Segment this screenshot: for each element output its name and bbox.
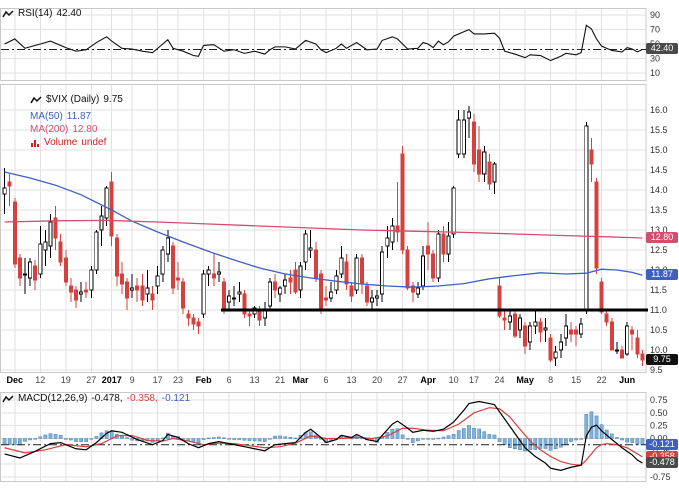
symbol-label: $VIX (Daily)	[46, 94, 100, 105]
close-badge: 9.75	[646, 354, 678, 365]
moving-averages	[4, 171, 643, 288]
svg-text:0.00: 0.00	[650, 434, 668, 444]
svg-text:20: 20	[372, 375, 382, 385]
svg-text:16.0: 16.0	[650, 105, 668, 115]
svg-text:-0.75: -0.75	[650, 472, 671, 482]
svg-text:Mar: Mar	[293, 375, 310, 385]
svg-text:10: 10	[449, 375, 459, 385]
ma200-value: 12.80	[72, 124, 98, 135]
macd-hist-value: -0.121	[161, 393, 191, 404]
y-axis-ticks: 907050301016.015.515.014.514.013.513.012…	[650, 10, 671, 482]
ma50-value: 11.87	[66, 111, 92, 122]
x-axis-labels: Dec 12 19 27 2017 9 17 23 Feb 6 13 21 Mar 6 13 20 27 Apr 1…	[7, 375, 636, 385]
volume-bars-icon	[30, 138, 40, 148]
svg-text:0.50: 0.50	[650, 408, 668, 418]
macd-hist-badge: -0.121	[646, 438, 678, 450]
volume-value: undef	[81, 137, 107, 148]
svg-text:22: 22	[597, 375, 607, 385]
ma200-badge: 12.80	[646, 232, 678, 243]
svg-text:27: 27	[398, 375, 408, 385]
svg-text:8: 8	[548, 375, 553, 385]
svg-text:15: 15	[571, 375, 581, 385]
svg-text:24: 24	[495, 375, 505, 385]
rsi-value-badge: 42.40	[646, 43, 678, 55]
line-chart-icon	[2, 394, 14, 404]
ma200-legend: MA(200) 12.80	[30, 124, 97, 136]
svg-text:9: 9	[130, 375, 135, 385]
line-chart-icon	[2, 9, 14, 19]
svg-text:2017: 2017	[102, 375, 122, 385]
svg-text:11.0: 11.0	[650, 305, 667, 315]
svg-text:10.5: 10.5	[650, 325, 668, 335]
svg-text:19: 19	[61, 375, 71, 385]
svg-text:Dec: Dec	[7, 375, 24, 385]
macd-legend-label: MACD(12,26,9)	[18, 393, 88, 404]
macd-line-badge: -0.478	[646, 457, 678, 469]
svg-text:6: 6	[324, 375, 329, 385]
macd-plot	[1, 400, 646, 471]
candlesticks	[2, 106, 645, 366]
svg-text:90: 90	[650, 10, 660, 20]
svg-text:15.5: 15.5	[650, 125, 668, 135]
svg-text:17: 17	[469, 375, 479, 385]
rsi-plot	[1, 24, 646, 62]
svg-text:10: 10	[650, 68, 660, 78]
svg-text:17: 17	[153, 375, 163, 385]
svg-text:May: May	[516, 375, 534, 385]
svg-text:15.0: 15.0	[650, 145, 668, 155]
svg-text:13.5: 13.5	[650, 205, 668, 215]
ma50-badge: 11.87	[646, 269, 678, 281]
svg-text:13: 13	[250, 375, 260, 385]
svg-text:Apr: Apr	[420, 375, 436, 385]
svg-text:11.5: 11.5	[650, 285, 667, 295]
svg-text:Feb: Feb	[196, 375, 213, 385]
svg-text:10.0: 10.0	[650, 345, 668, 355]
svg-text:13.0: 13.0	[650, 225, 668, 235]
svg-text:14.0: 14.0	[650, 185, 668, 195]
symbol-legend: $VIX (Daily) 9.75	[30, 94, 123, 106]
ma50-label: MA(50)	[30, 111, 63, 122]
svg-text:6: 6	[227, 375, 232, 385]
svg-text:13: 13	[347, 375, 357, 385]
macd-legend: MACD(12,26,9) -0.478, -0.358, -0.121	[2, 393, 190, 405]
macd-line-value: -0.478,	[91, 393, 123, 404]
svg-text:12: 12	[35, 375, 45, 385]
svg-text:14.5: 14.5	[650, 165, 668, 175]
rsi-legend-label: RSI(14)	[18, 8, 53, 19]
rsi-legend: RSI(14) 42.40	[2, 8, 81, 20]
volume-legend: Volume undef	[30, 137, 106, 149]
ma50-legend: MA(50) 11.87	[30, 111, 91, 123]
symbol-last-value: 9.75	[103, 94, 123, 105]
macd-signal-badge: -0.358	[646, 450, 678, 462]
svg-text:21: 21	[275, 375, 285, 385]
candlestick-chart-icon	[30, 95, 42, 105]
svg-text:30: 30	[650, 53, 660, 63]
svg-text:0.75: 0.75	[650, 395, 668, 405]
svg-text:23: 23	[173, 375, 183, 385]
svg-text:Jun: Jun	[619, 375, 635, 385]
rsi-legend-value: 42.40	[56, 8, 82, 19]
svg-text:70: 70	[650, 25, 660, 35]
macd-signal-value: -0.358,	[126, 393, 158, 404]
volume-label: Volume	[44, 137, 78, 148]
svg-text:12.5: 12.5	[650, 245, 668, 255]
ma200-label: MA(200)	[30, 124, 69, 135]
svg-text:9.5: 9.5	[650, 365, 663, 375]
svg-text:27: 27	[86, 375, 96, 385]
svg-text:0.25: 0.25	[650, 421, 668, 431]
